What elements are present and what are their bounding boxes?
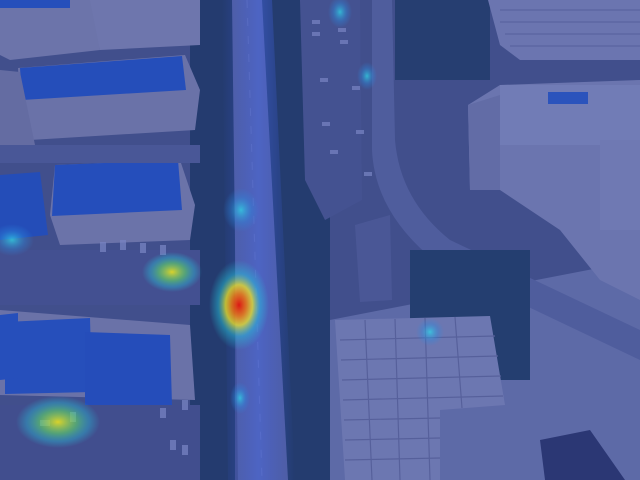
heatmap-hotspots bbox=[0, 0, 444, 448]
hotspot-cyan-5 bbox=[416, 318, 444, 346]
heatmap-road-band bbox=[222, 0, 295, 480]
hotspot-yellow-2 bbox=[16, 396, 100, 448]
hotspot-yellow-1 bbox=[142, 252, 202, 292]
hotspot-cyan-4 bbox=[357, 62, 377, 90]
hotspot-red bbox=[209, 260, 269, 350]
hotspot-cyan-3 bbox=[328, 0, 352, 28]
hotspot-cyan-2 bbox=[0, 224, 34, 256]
hotspot-cyan-1 bbox=[223, 188, 259, 232]
hotspot-cyan-6 bbox=[230, 382, 250, 414]
